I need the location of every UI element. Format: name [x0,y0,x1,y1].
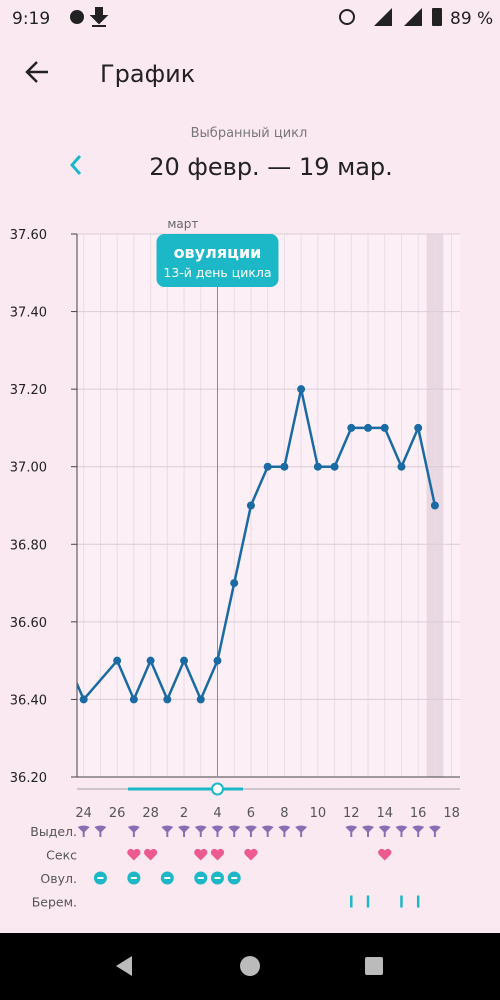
ovulation-subtitle: 13-й день цикла [163,265,271,280]
discharge-icon [295,825,308,837]
nav-home[interactable] [240,956,260,976]
ovulation-badge [156,234,279,287]
temperature-point [63,657,71,665]
discharge-icon [362,825,375,837]
discharge-icon [278,825,291,837]
month-label: март [167,217,198,231]
y-tick-label: 36.20 [10,771,47,786]
battery-icon [432,8,442,26]
cycle-range: 20 февр. — 19 мар. [149,153,393,181]
temperature-point [213,656,222,665]
cycle-caption: Выбранный цикл [191,126,308,141]
discharge-icon [228,825,241,837]
x-tick-label: 24 [75,806,92,821]
y-tick-label: 37.40 [10,306,47,321]
wifi-icon [374,8,392,26]
status-time: 9:19 [12,9,50,29]
temperature-point [180,656,189,665]
x-tick-label: 4 [213,806,221,821]
temperature-point [263,462,272,471]
status-battery: 89 % [450,9,493,29]
discharge-icon [428,825,441,837]
status-icon [89,7,109,27]
x-tick-label: 10 [310,806,327,821]
x-tick-label: 6 [247,806,255,821]
discharge-icon [77,825,90,837]
temperature-point [129,695,138,704]
temperature-point [330,462,339,471]
x-tick-label: 26 [109,806,126,821]
discharge-icon [194,825,207,837]
x-tick-label: 16 [410,806,427,821]
discharge-icon [94,825,107,837]
temperature-point [146,656,155,665]
temperature-point [113,656,122,665]
temperature-point [380,423,389,432]
discharge-icon [378,825,391,837]
temperature-point [364,423,373,432]
y-tick-label: 36.80 [10,538,47,553]
discharge-icon [127,825,140,837]
y-tick-label: 36.40 [10,693,47,708]
alarm-icon [339,9,355,25]
y-tick-label: 37.60 [10,228,47,243]
nav-recents[interactable] [365,957,383,975]
temperature-point [414,423,423,432]
discharge-icon [244,825,257,837]
y-tick-label: 37.20 [10,383,47,398]
sex-icon [127,848,141,861]
temperature-point [347,423,356,432]
sex-icon [143,848,158,861]
sex-icon [210,848,225,861]
x-tick-label: 12 [343,806,360,821]
row-label: Секс [46,848,77,863]
sex-icon [378,848,392,861]
plot-area [77,234,460,777]
discharge-icon [178,825,191,837]
row-label: Выдел. [30,824,77,839]
x-tick-label: 8 [280,806,288,821]
temperature-point [196,695,205,704]
header-title: График [100,60,195,88]
y-tick-label: 36.60 [10,616,47,631]
plot-clip [63,385,439,704]
signal-icon [404,8,422,26]
temperature-point [246,501,255,510]
x-tick-label: 28 [142,806,159,821]
row-label: Овул. [40,871,77,886]
x-tick-label: 14 [376,806,393,821]
temperature-point [163,695,172,704]
temperature-point [397,462,406,471]
ovulation-title: овуляции [174,243,262,262]
row-label: Берем. [32,895,77,910]
temperature-line [77,387,437,701]
discharge-icon [395,825,408,837]
temperature-point [430,501,439,510]
temperature-point [280,462,289,471]
nav-back[interactable] [116,956,132,976]
discharge-icon [261,825,274,837]
status-icon [70,10,84,24]
x-tick-label: 2 [180,806,188,821]
sex-icon [194,848,208,861]
temperature-point [79,695,88,704]
temperature-point [230,579,239,588]
discharge-icon [412,825,425,837]
discharge-icon [345,825,358,837]
slider-handle[interactable] [210,782,224,796]
temperature-point [313,462,322,471]
prev-cycle-button[interactable] [69,155,82,175]
discharge-icon [161,825,174,837]
back-button[interactable] [25,61,48,83]
temperature-point [297,385,306,394]
x-tick-label: 18 [443,806,460,821]
y-tick-label: 37.00 [10,461,47,476]
sex-icon [244,848,258,861]
discharge-icon [211,825,224,837]
